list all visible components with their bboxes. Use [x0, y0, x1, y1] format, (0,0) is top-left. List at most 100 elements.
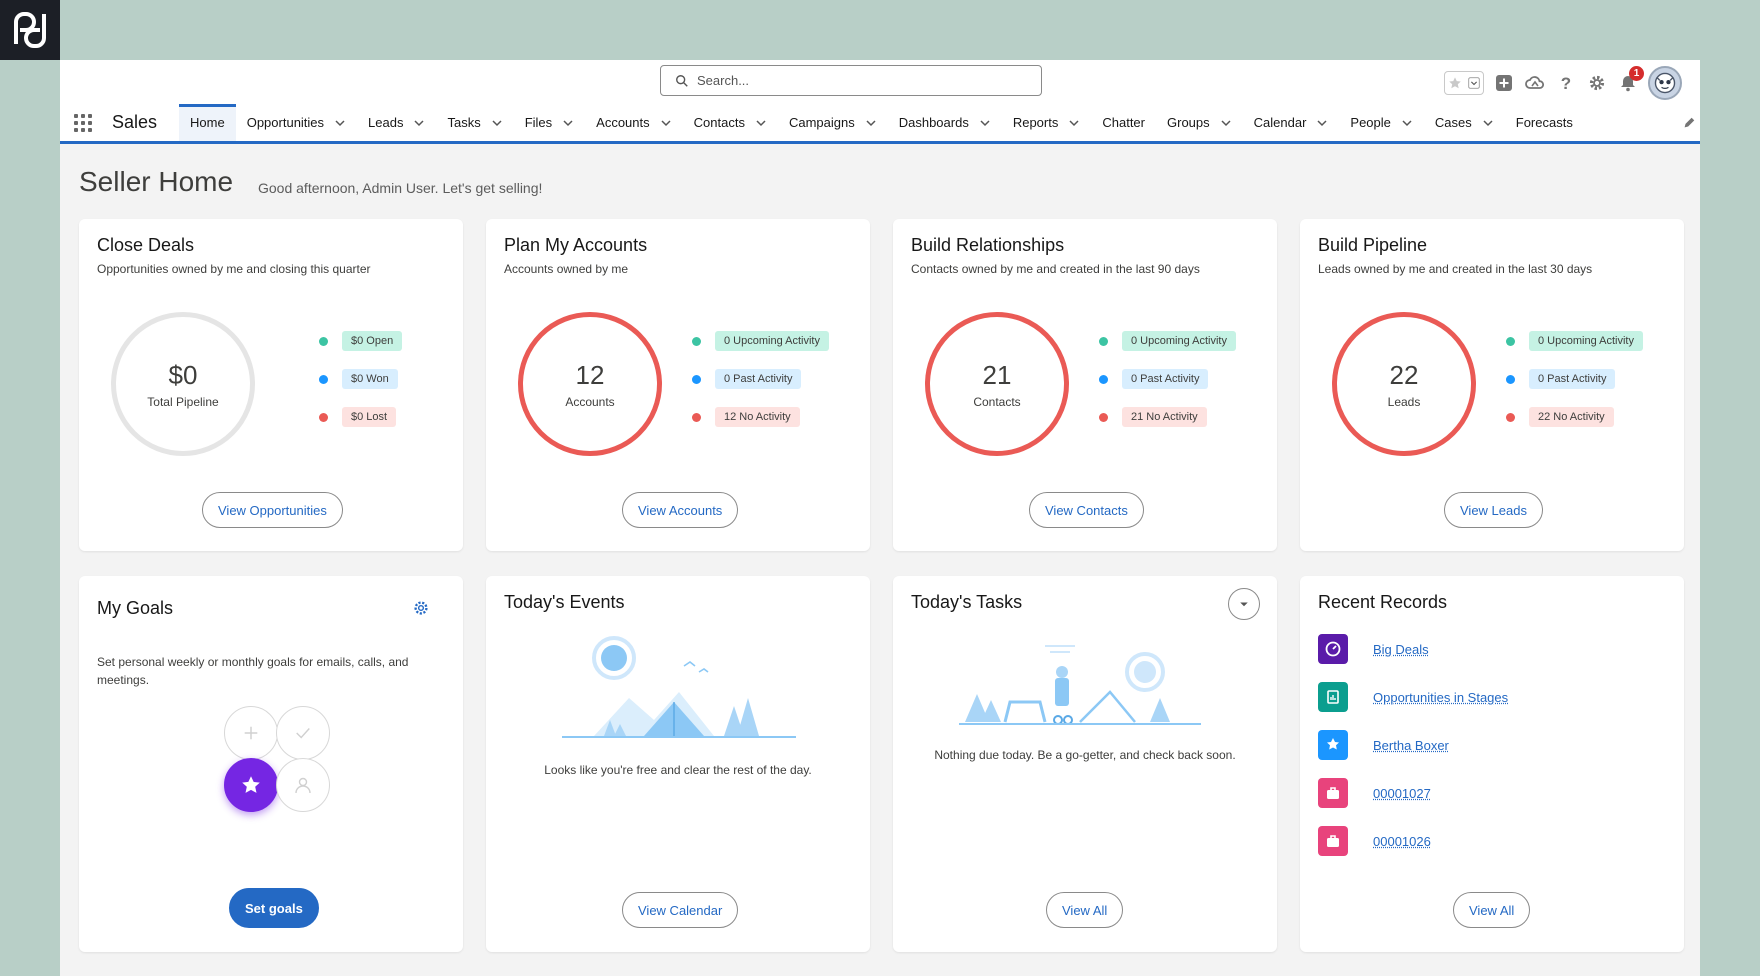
help-button[interactable]: ?: [1555, 72, 1577, 94]
global-header: Search... ? 1: [60, 60, 1700, 104]
donut-value: 22: [1389, 359, 1419, 390]
nav-tab-calendar[interactable]: Calendar: [1243, 104, 1340, 141]
chevron-down-icon[interactable]: [1482, 117, 1494, 129]
nav-tab-label: Campaigns: [788, 115, 855, 130]
nav-tab-campaigns[interactable]: Campaigns: [778, 104, 888, 141]
chevron-down-icon[interactable]: [1401, 117, 1413, 129]
nav-tab-groups[interactable]: Groups: [1156, 104, 1243, 141]
view-opportunities-button[interactable]: View Opportunities: [202, 492, 343, 528]
nav-tab-label: Cases: [1434, 115, 1472, 130]
recent-record-link[interactable]: 00001026: [1373, 833, 1431, 849]
app-launcher-icon[interactable]: [72, 112, 94, 134]
nav-tab-chatter[interactable]: Chatter: [1091, 104, 1156, 141]
donut-legend: 0 Upcoming Activity 0 Past Activity 21 N…: [1099, 331, 1236, 427]
goals-settings-button[interactable]: [405, 592, 437, 624]
nav-tab-dashboards[interactable]: Dashboards: [888, 104, 1002, 141]
nav-tab-leads[interactable]: Leads: [357, 104, 436, 141]
view-calendar-button[interactable]: View Calendar: [622, 892, 739, 928]
trailhead-button[interactable]: [1524, 72, 1546, 94]
case-icon: [1318, 778, 1348, 808]
chevron-down-icon[interactable]: [1316, 117, 1328, 129]
astro-avatar-icon: [1654, 72, 1676, 94]
chevron-down-icon[interactable]: [491, 117, 503, 129]
check-icon: [296, 728, 310, 739]
legend-dot: [692, 412, 701, 422]
legend-item-open: $0 Open: [319, 331, 403, 351]
legend-dot: [1506, 374, 1515, 384]
view-accounts-button[interactable]: View Accounts: [622, 492, 739, 528]
nav-tab-contacts[interactable]: Contacts: [683, 104, 778, 141]
recent-record-link[interactable]: Opportunities in Stages: [1373, 689, 1509, 705]
nav-tab-people[interactable]: People: [1339, 104, 1423, 141]
global-search-input[interactable]: Search...: [660, 65, 1042, 96]
legend-dot: [1506, 336, 1515, 346]
favorites-button[interactable]: [1444, 71, 1484, 95]
chevron-down-icon[interactable]: [1220, 117, 1232, 129]
card-subtitle: Leads owned by me and created in the las…: [1318, 262, 1593, 276]
nav-tab-files[interactable]: Files: [514, 104, 585, 141]
nav-tab-reports[interactable]: Reports: [1002, 104, 1092, 141]
view-leads-button[interactable]: View Leads: [1444, 492, 1543, 528]
goal-add-circle: [224, 706, 278, 760]
build-relationships-card: Build Relationships Contacts owned by me…: [893, 219, 1277, 551]
donut-label: Total Pipeline: [147, 394, 219, 409]
nav-tab-forecasts[interactable]: Forecasts: [1505, 104, 1584, 141]
view-contacts-button[interactable]: View Contacts: [1029, 492, 1144, 528]
legend-item-past: 0 Past Activity: [1099, 369, 1236, 389]
chevron-down-icon[interactable]: [334, 117, 346, 129]
set-goals-button[interactable]: Set goals: [229, 888, 319, 928]
donut-value: 12: [575, 359, 605, 390]
legend-item-upcoming: 0 Upcoming Activity: [692, 331, 829, 351]
chevron-down-icon[interactable]: [1068, 117, 1080, 129]
tasks-filter-button[interactable]: [1228, 588, 1260, 620]
page-title: Seller Home: [79, 166, 234, 197]
nav-tab-home[interactable]: Home: [179, 104, 236, 141]
nav-tab-label: Tasks: [447, 115, 481, 130]
view-all-records-button[interactable]: View All: [1453, 892, 1531, 928]
legend-pill: 0 Past Activity: [1529, 369, 1616, 389]
card-title: Close Deals: [97, 235, 195, 255]
user-avatar[interactable]: [1648, 66, 1682, 100]
plus-icon: [244, 726, 258, 740]
goal-check-circle: [276, 706, 330, 760]
greeting-text: Good afternoon, Admin User. Let's get se…: [258, 180, 543, 196]
card-title: Build Relationships: [911, 235, 1065, 255]
donut-legend: 0 Upcoming Activity 0 Past Activity 12 N…: [692, 331, 829, 427]
recent-record-link[interactable]: Big Deals: [1373, 641, 1429, 657]
plan-my-accounts-card: Plan My Accounts Accounts owned by me 12…: [486, 219, 870, 551]
chevron-down-icon[interactable]: [755, 117, 767, 129]
donut-legend: 0 Upcoming Activity 0 Past Activity 22 N…: [1506, 331, 1643, 427]
pd-logo: [0, 0, 60, 60]
chevron-down-icon[interactable]: [979, 117, 991, 129]
nav-tab-label: Chatter: [1102, 115, 1145, 130]
nav-tab-opportunities[interactable]: Opportunities: [236, 104, 357, 141]
chevron-down-icon[interactable]: [413, 117, 425, 129]
setup-button[interactable]: [1586, 72, 1608, 94]
recent-record-link[interactable]: Bertha Boxer: [1373, 737, 1449, 753]
legend-item-none: 22 No Activity: [1506, 407, 1643, 427]
app-navigation-bar: Sales Home Opportunities Leads Tasks Files Ac…: [60, 104, 1700, 144]
goal-star-circle: [224, 758, 278, 812]
legend-item-past: 0 Past Activity: [1506, 369, 1643, 389]
chevron-down-icon: [1240, 602, 1248, 607]
build-pipeline-card: Build Pipeline Leads owned by me and cre…: [1300, 219, 1684, 551]
donut-legend: $0 Open $0 Won $0 Lost: [319, 331, 403, 427]
edit-nav-pencil-icon[interactable]: [1682, 116, 1696, 130]
global-actions-button[interactable]: [1493, 72, 1515, 94]
donut-label: Accounts: [565, 394, 615, 409]
notifications-button[interactable]: 1: [1617, 66, 1644, 94]
nav-tab-label: Opportunities: [246, 115, 325, 130]
chevron-down-icon[interactable]: [660, 117, 672, 129]
chevron-down-icon[interactable]: [562, 117, 574, 129]
search-placeholder: Search...: [697, 73, 750, 88]
view-all-tasks-button[interactable]: View All: [1046, 892, 1124, 928]
chevron-down-icon[interactable]: [865, 117, 877, 129]
recent-record-link[interactable]: 00001027: [1373, 785, 1431, 801]
recent-record-item: Bertha Boxer: [1318, 730, 1449, 760]
nav-tab-cases[interactable]: Cases: [1424, 104, 1505, 141]
donut-value: $0: [168, 359, 198, 390]
legend-pill: 0 Upcoming Activity: [1122, 331, 1236, 351]
nav-tab-tasks[interactable]: Tasks: [436, 104, 513, 141]
contacts-donut: 21 Contacts: [925, 312, 1069, 456]
nav-tab-accounts[interactable]: Accounts: [585, 104, 682, 141]
